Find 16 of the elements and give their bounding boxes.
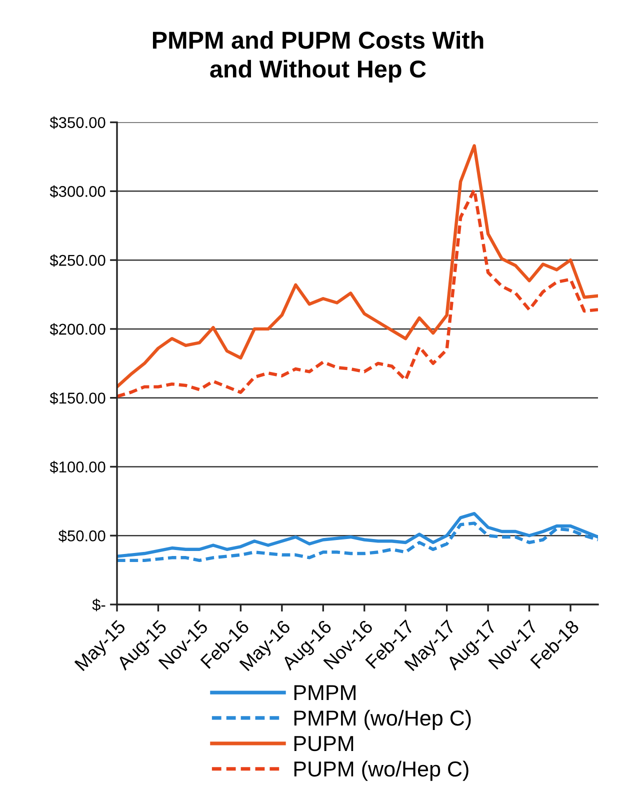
line-series bbox=[117, 512, 598, 558]
line-series bbox=[117, 188, 598, 398]
y-tick-label: $200.00 bbox=[50, 323, 106, 336]
legend-label: PUPM bbox=[294, 736, 354, 752]
y-tick-label: $350.00 bbox=[50, 116, 106, 130]
y-tick-label: $250.00 bbox=[50, 254, 106, 267]
y-tick-label: $300.00 bbox=[50, 185, 106, 198]
legend-label: PMPM bbox=[294, 685, 356, 700]
y-tick-label: $100.00 bbox=[50, 460, 106, 474]
y-tick-label: $50.00 bbox=[58, 530, 106, 542]
line-series bbox=[117, 144, 598, 388]
legend-label: PUPM (wo/Hep C) bbox=[294, 760, 468, 781]
y-tick-label: $150.00 bbox=[50, 392, 106, 405]
y-tick-label: $- bbox=[92, 598, 106, 612]
chart-title: PMPM and PUPM Costs With and Without Hep C bbox=[152, 31, 484, 82]
legend-label: PMPM (wo/Hep C) bbox=[294, 710, 471, 730]
